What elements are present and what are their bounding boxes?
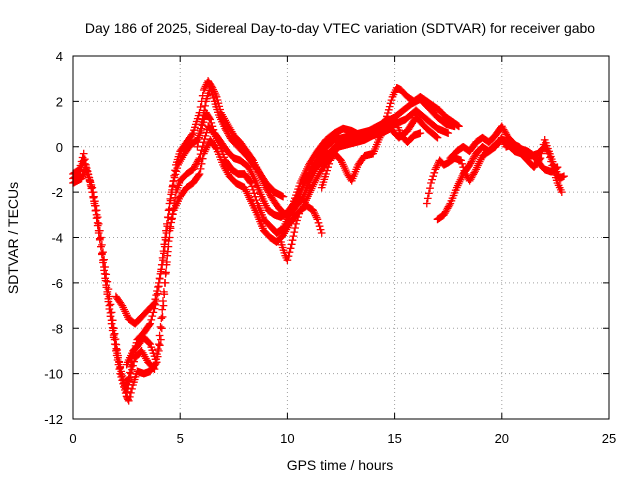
series-track-12 xyxy=(446,122,562,176)
y-tick-label: 0 xyxy=(56,140,63,155)
y-tick-label: 2 xyxy=(56,94,63,109)
series-markers xyxy=(446,122,562,176)
x-tick-label: 15 xyxy=(387,431,401,446)
axis-ticks xyxy=(72,55,610,420)
y-tick-label: -6 xyxy=(51,276,63,291)
series-track-8 xyxy=(289,83,463,206)
series-track-9 xyxy=(317,113,425,192)
data-points xyxy=(69,77,568,405)
x-tick-label: 25 xyxy=(602,431,616,446)
y-tick-label: 4 xyxy=(56,49,63,64)
series-markers xyxy=(112,77,290,328)
series-markers xyxy=(122,333,161,369)
series-markers xyxy=(289,83,463,206)
series-markers xyxy=(193,83,287,201)
series-markers xyxy=(317,113,425,192)
x-tick-label: 0 xyxy=(69,431,76,446)
series-markers xyxy=(433,136,568,224)
x-tick-label: 20 xyxy=(495,431,509,446)
series-track-11 xyxy=(433,136,568,224)
series-track-5 xyxy=(122,333,161,369)
series-track-6 xyxy=(193,83,287,201)
x-tick-label: 5 xyxy=(177,431,184,446)
y-tick-label: -10 xyxy=(44,367,63,382)
y-tick-label: -8 xyxy=(51,321,63,336)
y-tick-label: -12 xyxy=(44,412,63,427)
y-tick-label: -4 xyxy=(51,231,63,246)
y-tick-label: -2 xyxy=(51,185,63,200)
chart-title: Day 186 of 2025, Sidereal Day-to-day VTE… xyxy=(85,20,595,36)
series-track-4 xyxy=(112,77,290,328)
tick-labels: 0 5 10 15 20 25 -12 -10 -8 -6 -4 -2 0 2 4 xyxy=(44,49,616,446)
series-track-7 xyxy=(277,201,326,265)
series-markers xyxy=(277,201,326,265)
x-axis-label: GPS time / hours xyxy=(287,457,394,473)
x-tick-label: 10 xyxy=(280,431,294,446)
y-axis-label: SDTVAR / TECUs xyxy=(5,182,21,294)
